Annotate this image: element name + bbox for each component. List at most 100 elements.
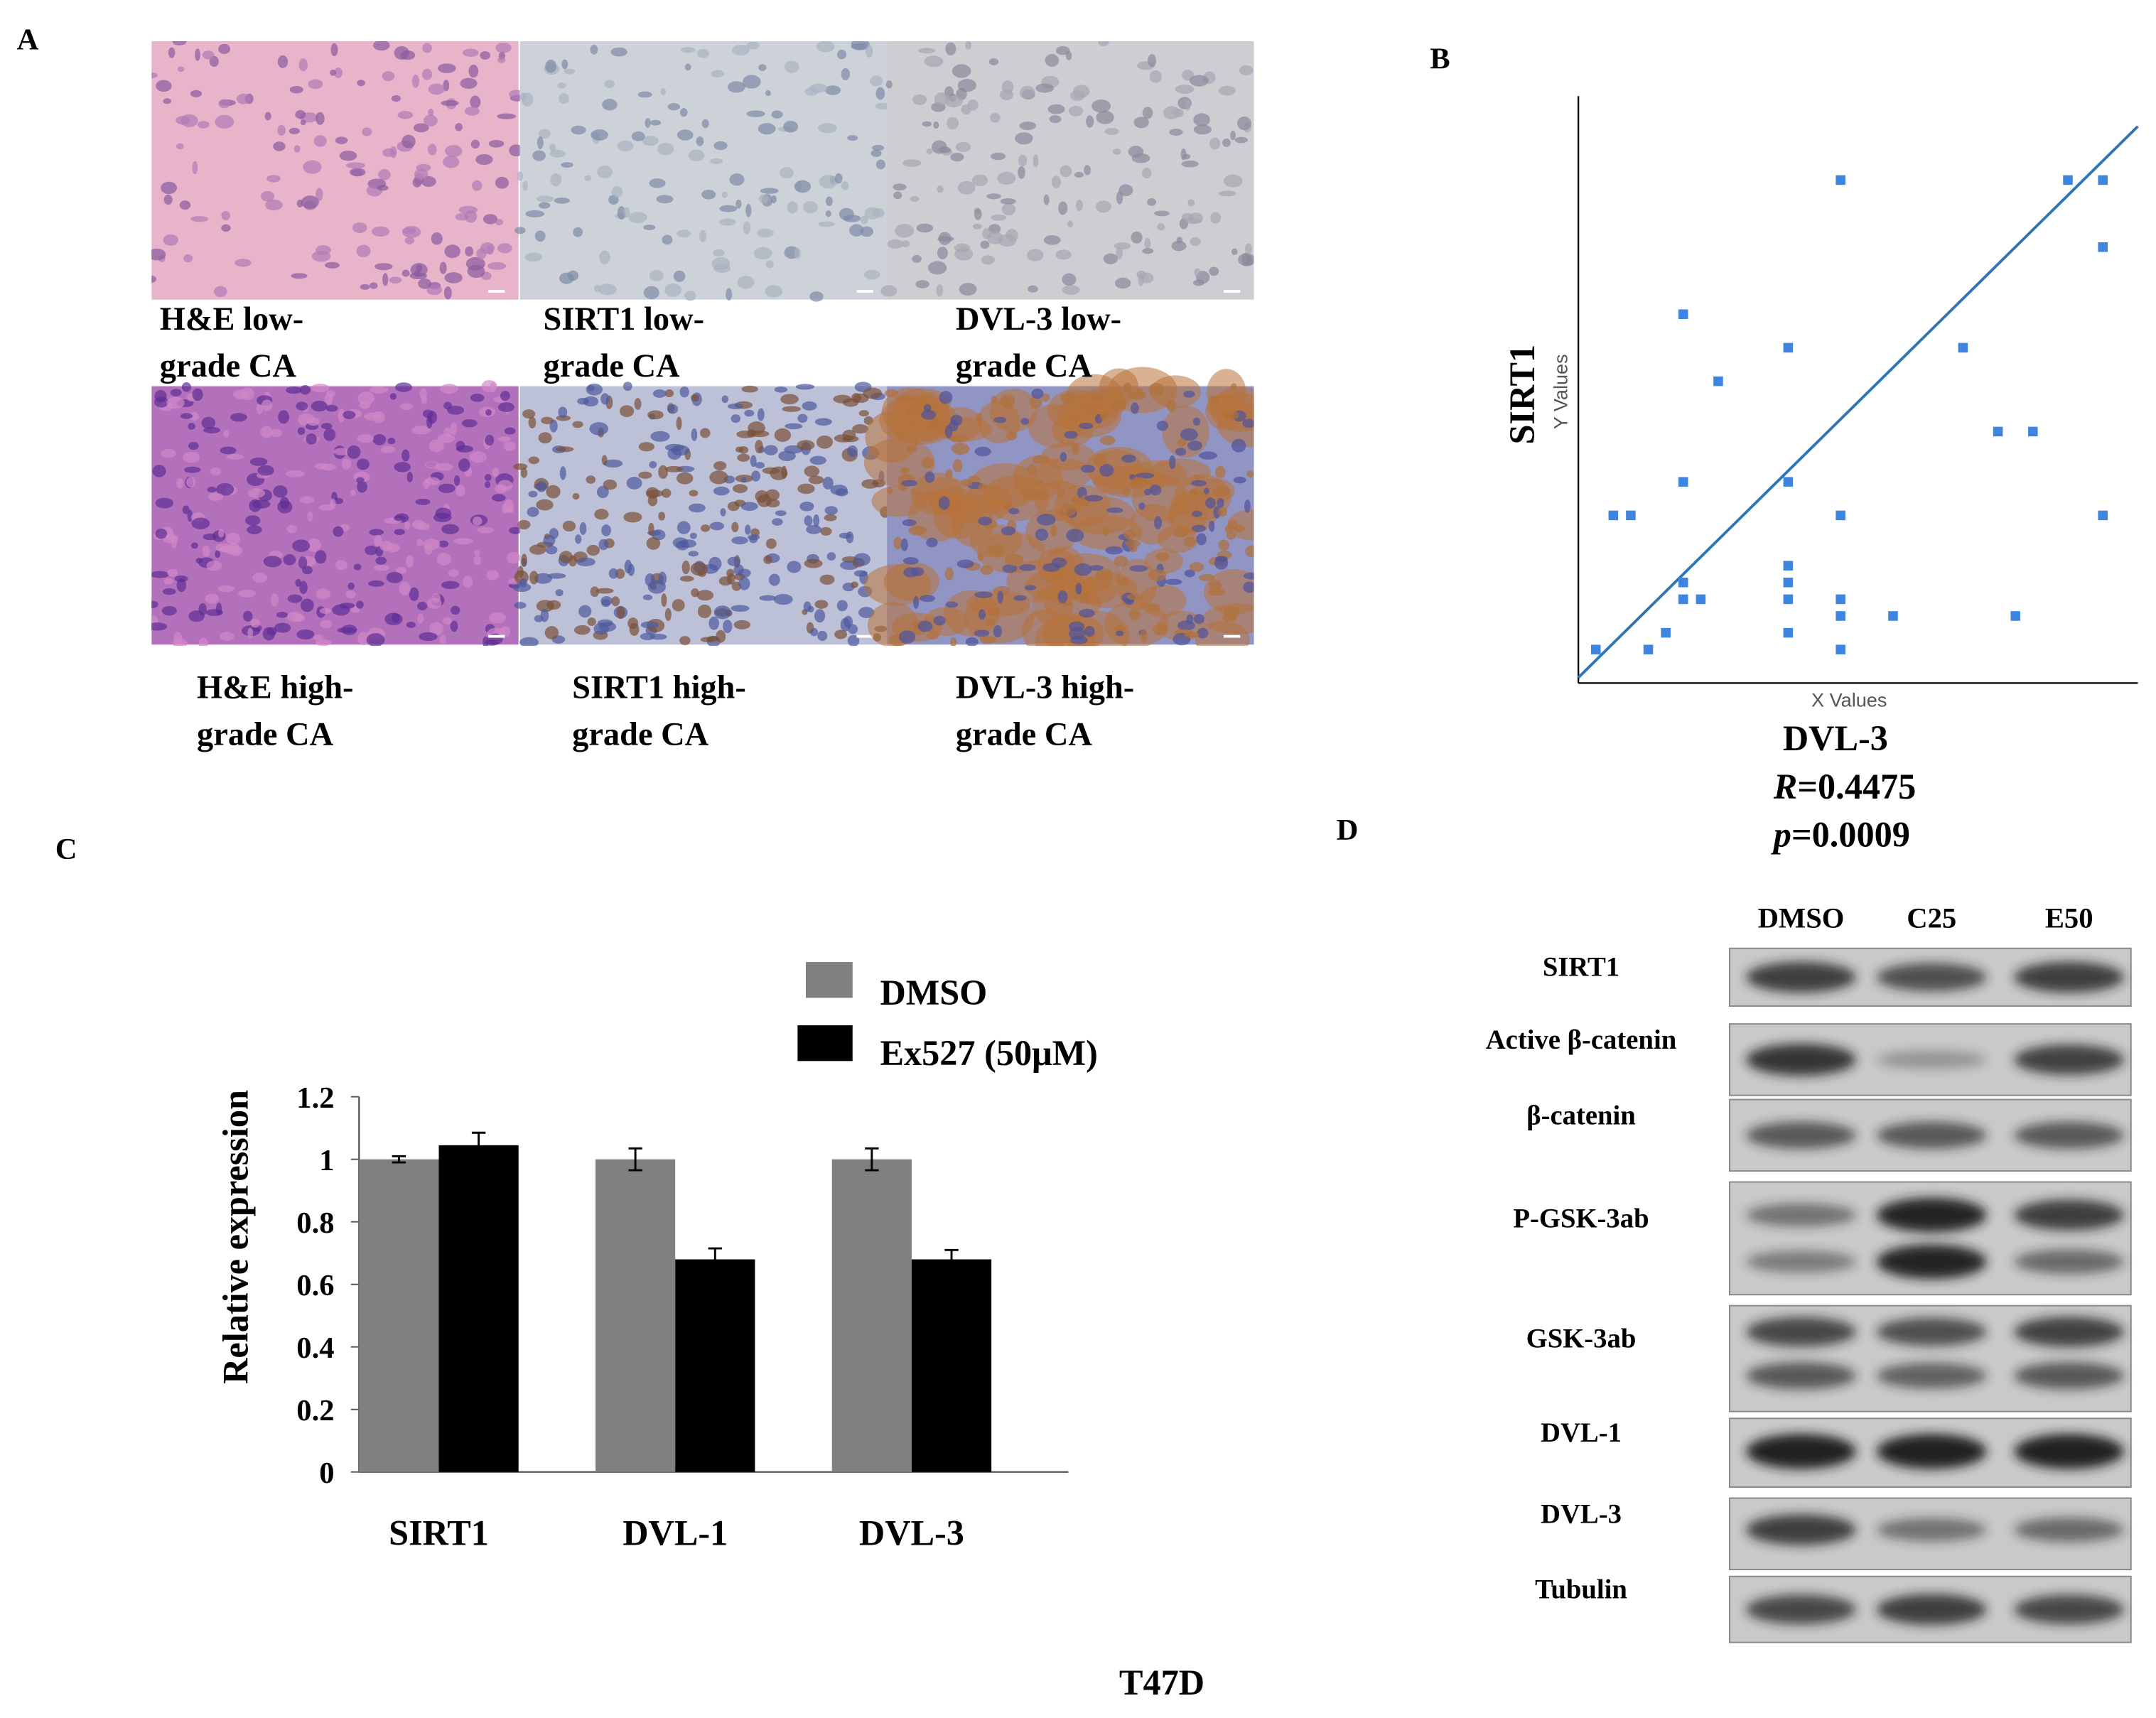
cell (497, 243, 512, 254)
cell (834, 173, 843, 184)
cell (847, 135, 858, 141)
cell (509, 526, 522, 534)
cell (460, 77, 478, 89)
cell (993, 416, 1007, 423)
cell (155, 497, 173, 509)
cell (713, 249, 725, 256)
cell (373, 41, 390, 51)
cell (727, 501, 740, 512)
cell (247, 525, 262, 534)
cell (522, 180, 529, 191)
cell (593, 284, 601, 293)
cell (179, 200, 191, 210)
cell (443, 156, 460, 168)
cell (462, 576, 473, 588)
cell (814, 609, 826, 623)
cell (191, 517, 210, 529)
cell (617, 206, 626, 220)
point (1836, 644, 1845, 654)
cell (1193, 124, 1212, 135)
cell (626, 477, 642, 490)
cell (729, 173, 745, 186)
cell (1203, 487, 1209, 495)
cell (721, 191, 728, 198)
cell (572, 492, 580, 500)
cell (1049, 115, 1062, 124)
cell (419, 632, 438, 642)
cell (513, 463, 528, 470)
cell (492, 494, 506, 502)
cell (887, 486, 893, 495)
cell (1033, 154, 1039, 168)
cell (619, 405, 635, 417)
cell (1189, 561, 1204, 572)
y-tick-label: 0.6 (296, 1269, 334, 1302)
cell (497, 436, 512, 442)
cell (1199, 451, 1218, 460)
cell (369, 282, 378, 289)
cell (477, 526, 495, 534)
cell (391, 94, 401, 102)
scale-bar (488, 290, 505, 293)
cell (534, 615, 544, 622)
cell (936, 284, 944, 297)
cell (952, 459, 963, 472)
cell (895, 431, 905, 438)
cell (696, 136, 704, 146)
cell (536, 195, 554, 202)
cell (271, 428, 282, 438)
cell (634, 398, 642, 410)
cell (773, 593, 793, 605)
cell (661, 593, 667, 607)
bar (359, 1159, 439, 1472)
cell (180, 413, 193, 419)
cell (247, 488, 265, 498)
annotation: R=0.4475 (1773, 767, 1916, 806)
cell (960, 479, 973, 487)
cell (357, 480, 367, 493)
cell (799, 501, 814, 512)
cell (643, 225, 656, 230)
caption: grade CA (956, 348, 1093, 384)
cell (386, 571, 403, 583)
cell (220, 446, 237, 455)
cell (1060, 165, 1072, 178)
cell (1208, 521, 1215, 532)
cell (820, 526, 832, 536)
cell (623, 512, 642, 523)
row-label: Tubulin (1535, 1575, 1627, 1605)
cell (1242, 418, 1254, 428)
point (1783, 627, 1794, 638)
cell (623, 207, 630, 217)
cell (151, 600, 158, 608)
cell (708, 556, 722, 571)
cell (939, 391, 953, 404)
cell (334, 67, 343, 78)
cell (1019, 85, 1035, 99)
cell (497, 402, 514, 412)
cell (422, 479, 431, 489)
cell (198, 637, 208, 647)
cell (976, 413, 983, 423)
cell (524, 252, 543, 262)
cell (1103, 253, 1119, 264)
cell (1027, 463, 1037, 477)
cell (640, 632, 655, 641)
cell (902, 557, 919, 565)
cell (1169, 455, 1176, 470)
cell (778, 450, 796, 462)
cell (814, 418, 832, 426)
cell (1175, 85, 1195, 94)
cell (162, 588, 176, 595)
cell (917, 48, 936, 54)
cell (927, 261, 947, 275)
cell (584, 175, 592, 181)
cell (1042, 546, 1085, 590)
cell (1095, 569, 1106, 580)
cell (711, 256, 731, 271)
cell (151, 72, 158, 78)
caption: grade CA (956, 716, 1093, 752)
cell (472, 180, 483, 191)
blot-band (1746, 1043, 1856, 1076)
cell (217, 585, 235, 593)
